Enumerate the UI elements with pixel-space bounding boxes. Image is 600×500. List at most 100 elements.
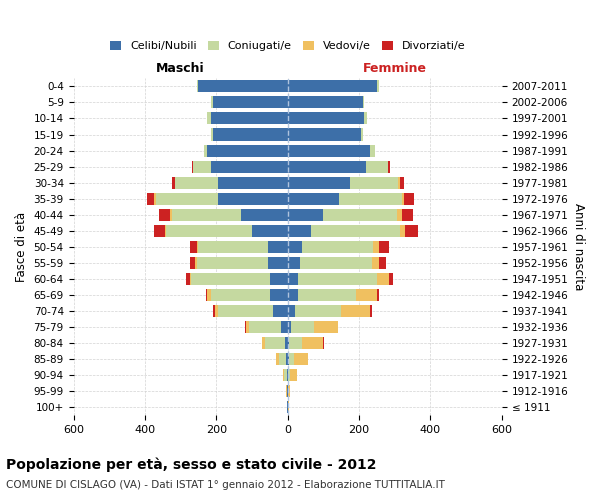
Bar [289,353,294,365]
Bar [289,385,290,397]
Bar [159,208,170,220]
Bar [377,273,389,285]
Bar [323,337,324,349]
Bar [294,353,308,365]
Bar [361,128,362,140]
Bar [287,337,289,349]
Bar [397,208,402,220]
Bar [270,289,287,301]
Bar [298,289,356,301]
Bar [287,289,298,301]
Bar [289,337,302,349]
Legend: Celibi/Nubili, Coniugati/e, Vedovi/e, Divorziati/e: Celibi/Nubili, Coniugati/e, Vedovi/e, Di… [106,36,470,56]
Bar [287,80,377,92]
Bar [265,337,285,349]
Bar [402,208,413,220]
Bar [298,273,377,285]
Bar [402,192,404,204]
Bar [350,176,398,188]
Bar [284,369,287,381]
Y-axis label: Anni di nascita: Anni di nascita [572,203,585,290]
Bar [287,128,361,140]
Bar [288,401,289,413]
Bar [213,128,287,140]
Bar [389,273,393,285]
Bar [199,241,268,253]
Bar [211,128,213,140]
Bar [366,160,388,172]
Bar [287,369,289,381]
Bar [377,80,379,92]
Bar [291,321,314,333]
Bar [175,176,218,188]
Bar [287,225,311,237]
Bar [400,176,404,188]
Bar [274,305,287,317]
Bar [206,289,208,301]
Bar [311,225,400,237]
Bar [370,305,371,317]
Bar [404,192,415,204]
Bar [172,208,241,220]
Bar [211,112,287,124]
Text: Maschi: Maschi [156,62,205,75]
Bar [287,305,295,317]
Bar [302,337,323,349]
Bar [373,241,379,253]
Bar [302,241,373,253]
Bar [190,257,195,269]
Bar [289,369,290,381]
Bar [208,289,211,301]
Bar [252,225,287,237]
Bar [154,225,164,237]
Bar [323,208,397,220]
Bar [218,305,274,317]
Bar [249,321,281,333]
Bar [290,369,296,381]
Bar [193,160,211,172]
Text: Femmine: Femmine [363,62,427,75]
Bar [215,305,218,317]
Bar [204,144,208,156]
Bar [281,321,287,333]
Bar [166,225,252,237]
Bar [370,144,375,156]
Bar [164,225,166,237]
Bar [287,176,350,188]
Bar [279,353,286,365]
Bar [400,225,406,237]
Bar [341,305,370,317]
Bar [262,337,265,349]
Bar [398,176,400,188]
Bar [356,289,377,301]
Bar [287,112,364,124]
Bar [287,241,302,253]
Bar [199,80,287,92]
Bar [287,321,291,333]
Bar [287,160,366,172]
Bar [379,241,389,253]
Bar [170,208,172,220]
Bar [208,144,287,156]
Bar [362,96,364,108]
Bar [154,192,155,204]
Bar [197,257,268,269]
Bar [155,192,218,204]
Bar [190,273,191,285]
Bar [287,353,289,365]
Bar [287,144,370,156]
Bar [211,160,287,172]
Bar [287,273,298,285]
Bar [300,257,371,269]
Bar [241,208,287,220]
Bar [218,192,287,204]
Text: COMUNE DI CISLAGO (VA) - Dati ISTAT 1° gennaio 2012 - Elaborazione TUTTITALIA.IT: COMUNE DI CISLAGO (VA) - Dati ISTAT 1° g… [6,480,445,490]
Bar [211,96,213,108]
Bar [286,353,287,365]
Bar [208,112,211,124]
Bar [211,289,270,301]
Bar [268,241,287,253]
Bar [295,305,341,317]
Bar [186,273,190,285]
Bar [245,321,249,333]
